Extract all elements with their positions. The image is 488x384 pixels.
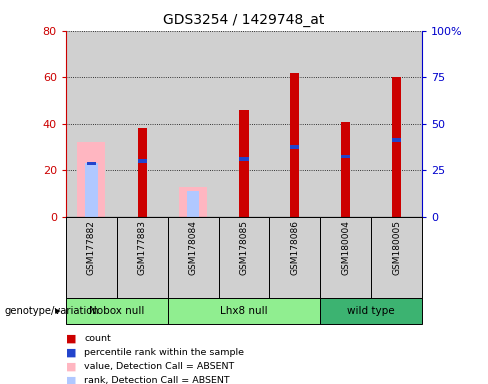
Text: GSM178085: GSM178085	[240, 220, 248, 275]
Bar	[138, 159, 147, 163]
Bar	[371, 31, 422, 217]
Bar	[66, 217, 117, 298]
Bar	[85, 164, 98, 217]
Bar	[341, 121, 350, 217]
Bar	[168, 217, 219, 298]
Text: Nobox null: Nobox null	[89, 306, 144, 316]
Bar	[87, 162, 96, 165]
Bar	[187, 191, 200, 217]
Text: ■: ■	[66, 334, 77, 344]
Bar	[290, 146, 300, 149]
Bar	[240, 157, 248, 161]
Text: genotype/variation: genotype/variation	[5, 306, 100, 316]
Text: Lhx8 null: Lhx8 null	[220, 306, 268, 316]
Bar	[320, 217, 371, 298]
Bar	[168, 31, 219, 217]
Bar	[269, 217, 320, 298]
Bar	[77, 142, 105, 217]
Text: ■: ■	[66, 361, 77, 371]
Text: value, Detection Call = ABSENT: value, Detection Call = ABSENT	[84, 362, 235, 371]
Text: ■: ■	[66, 375, 77, 384]
Text: GSM180004: GSM180004	[341, 220, 350, 275]
Bar	[138, 129, 147, 217]
Bar	[320, 31, 371, 217]
Text: percentile rank within the sample: percentile rank within the sample	[84, 348, 244, 357]
Bar	[219, 217, 269, 298]
Text: GSM178086: GSM178086	[290, 220, 300, 275]
Bar	[341, 155, 350, 158]
Bar	[117, 217, 168, 298]
Bar	[168, 298, 320, 324]
Text: wild type: wild type	[347, 306, 395, 316]
Text: GSM180005: GSM180005	[392, 220, 401, 275]
Text: GDS3254 / 1429748_at: GDS3254 / 1429748_at	[163, 13, 325, 27]
Bar	[269, 31, 320, 217]
Bar	[290, 73, 300, 217]
Text: GSM177883: GSM177883	[138, 220, 147, 275]
Text: GSM177882: GSM177882	[87, 220, 96, 275]
Text: count: count	[84, 334, 111, 343]
Bar	[66, 298, 168, 324]
Bar	[392, 77, 401, 217]
Bar	[240, 110, 248, 217]
Bar	[66, 31, 117, 217]
Bar	[179, 187, 207, 217]
Text: rank, Detection Call = ABSENT: rank, Detection Call = ABSENT	[84, 376, 230, 384]
Bar	[117, 31, 168, 217]
Bar	[392, 138, 401, 142]
Bar	[320, 298, 422, 324]
Bar	[371, 217, 422, 298]
Text: GSM178084: GSM178084	[188, 220, 198, 275]
Bar	[219, 31, 269, 217]
Text: ■: ■	[66, 348, 77, 358]
